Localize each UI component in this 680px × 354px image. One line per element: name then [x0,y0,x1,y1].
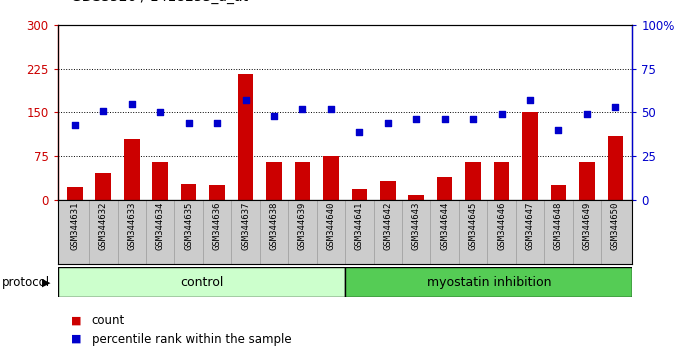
Point [354,129,364,135]
Point [411,116,422,122]
Bar [494,162,509,200]
Text: ■: ■ [71,334,82,344]
Point [496,111,507,117]
Bar [124,139,139,200]
Point [581,111,592,117]
Text: GSM344638: GSM344638 [269,202,279,250]
Point [297,106,308,112]
Text: GSM344637: GSM344637 [241,202,250,250]
Text: GSM344640: GSM344640 [326,202,335,250]
Text: GSM344633: GSM344633 [127,202,136,250]
Text: GSM344641: GSM344641 [355,202,364,250]
Text: GSM344634: GSM344634 [156,202,165,250]
Text: GSM344645: GSM344645 [469,202,477,250]
Bar [294,162,310,200]
Bar [95,172,111,200]
Point [155,110,166,115]
Bar [238,74,254,200]
Text: GSM344650: GSM344650 [611,202,620,250]
Text: control: control [180,276,223,289]
Text: GSM344643: GSM344643 [411,202,421,250]
Point [439,116,450,122]
Bar [67,187,83,200]
Text: GSM344647: GSM344647 [526,202,534,250]
Point [183,120,194,126]
Text: GSM344649: GSM344649 [582,202,592,250]
Bar [465,162,481,200]
Point [211,120,222,126]
Text: GSM344631: GSM344631 [70,202,80,250]
Point [326,106,337,112]
Bar [437,177,452,200]
Point [524,97,535,103]
Point [610,104,621,110]
Text: GSM344639: GSM344639 [298,202,307,250]
Text: GSM344646: GSM344646 [497,202,506,250]
Text: GSM344632: GSM344632 [99,202,108,250]
Point [126,101,137,107]
Point [69,122,80,127]
Bar [409,195,424,200]
Text: protocol: protocol [2,276,50,289]
Bar [181,184,197,200]
Point [553,127,564,133]
Bar [380,181,396,200]
Bar [266,162,282,200]
Text: ▶: ▶ [42,277,50,287]
Text: ■: ■ [71,315,82,325]
Point [269,113,279,119]
Bar [551,185,566,200]
Point [98,108,109,114]
Bar [607,136,623,200]
Bar [352,189,367,200]
Text: GSM344642: GSM344642 [384,202,392,250]
Bar [152,162,168,200]
Point [240,97,251,103]
Point [468,116,479,122]
Text: GSM344635: GSM344635 [184,202,193,250]
Text: myostatin inhibition: myostatin inhibition [426,276,551,289]
Text: count: count [92,314,125,327]
Bar [522,113,538,200]
Bar [209,185,225,200]
Bar [345,267,632,297]
Text: GSM344648: GSM344648 [554,202,563,250]
Text: GDS3526 / 1418253_a_at: GDS3526 / 1418253_a_at [71,0,248,4]
Bar [323,156,339,200]
Text: GSM344636: GSM344636 [213,202,222,250]
Bar [579,162,595,200]
Point [382,120,393,126]
Bar [58,267,345,297]
Text: GSM344644: GSM344644 [440,202,449,250]
Text: percentile rank within the sample: percentile rank within the sample [92,333,292,346]
